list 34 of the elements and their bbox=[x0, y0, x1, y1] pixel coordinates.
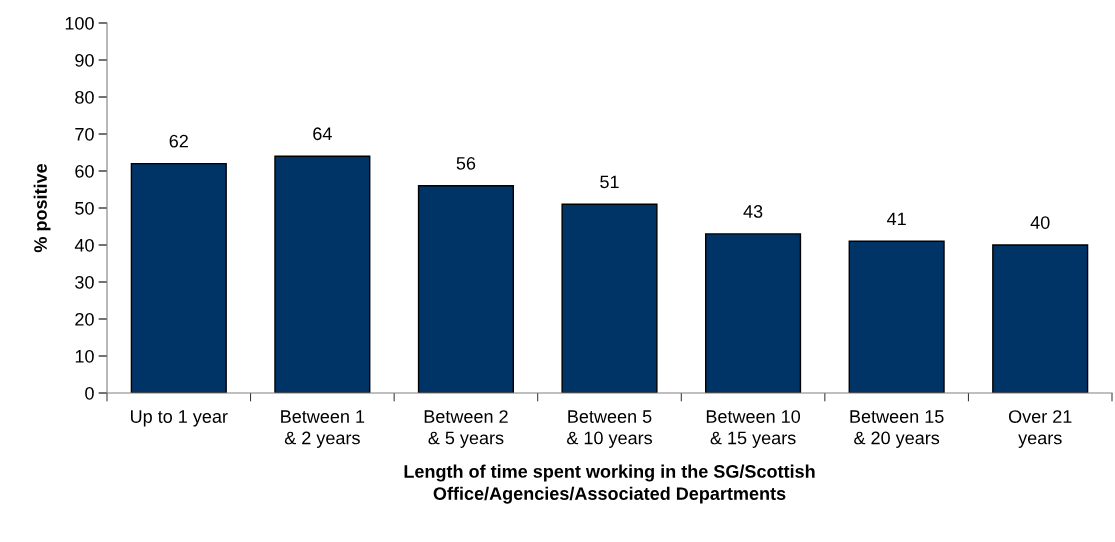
bar bbox=[848, 240, 945, 393]
bar bbox=[992, 244, 1089, 393]
y-tick-label: 90 bbox=[75, 53, 94, 67]
bar bbox=[130, 162, 227, 393]
y-tick-label: 20 bbox=[75, 312, 94, 326]
bar bbox=[561, 203, 658, 393]
x-tick-label: Between 15 & 20 years bbox=[850, 410, 944, 448]
bar bbox=[704, 233, 802, 393]
x-tick-label: Over 21 years bbox=[1008, 410, 1072, 448]
y-tick-label: 30 bbox=[75, 275, 94, 289]
x-tick-label: Between 5 & 10 years bbox=[566, 410, 653, 448]
data-label: 62 bbox=[169, 134, 188, 148]
data-label: 64 bbox=[313, 127, 332, 141]
data-label: 56 bbox=[456, 156, 476, 170]
y-tick-label: 80 bbox=[75, 90, 94, 104]
x-tick-label: Between 10 & 15 years bbox=[706, 410, 801, 448]
bar bbox=[417, 185, 515, 393]
y-tick-label: 60 bbox=[75, 164, 94, 178]
x-tick-label: Between 1 & 2 years bbox=[281, 410, 365, 448]
x-axis-title: Length of time spent working in the SG/Scottish Office/Agencies/Associated Departments bbox=[404, 464, 815, 504]
y-tick-label: 50 bbox=[75, 201, 94, 215]
y-tick-label: 0 bbox=[85, 386, 94, 400]
data-label: 40 bbox=[1030, 216, 1050, 229]
y-tick-label: 100 bbox=[65, 16, 94, 30]
x-tick-label: Between 2 & 5 years bbox=[424, 410, 508, 448]
y-tick-label: 70 bbox=[75, 127, 94, 141]
data-label: 51 bbox=[600, 175, 619, 189]
data-label: 43 bbox=[743, 205, 763, 218]
y-tick-label: 10 bbox=[75, 349, 94, 363]
y-axis-title: % positive bbox=[33, 163, 51, 253]
x-tick-label: Up to 1 year bbox=[131, 410, 228, 427]
y-tick-label: 40 bbox=[74, 238, 94, 252]
bar bbox=[274, 155, 371, 393]
data-label: 41 bbox=[887, 212, 906, 226]
